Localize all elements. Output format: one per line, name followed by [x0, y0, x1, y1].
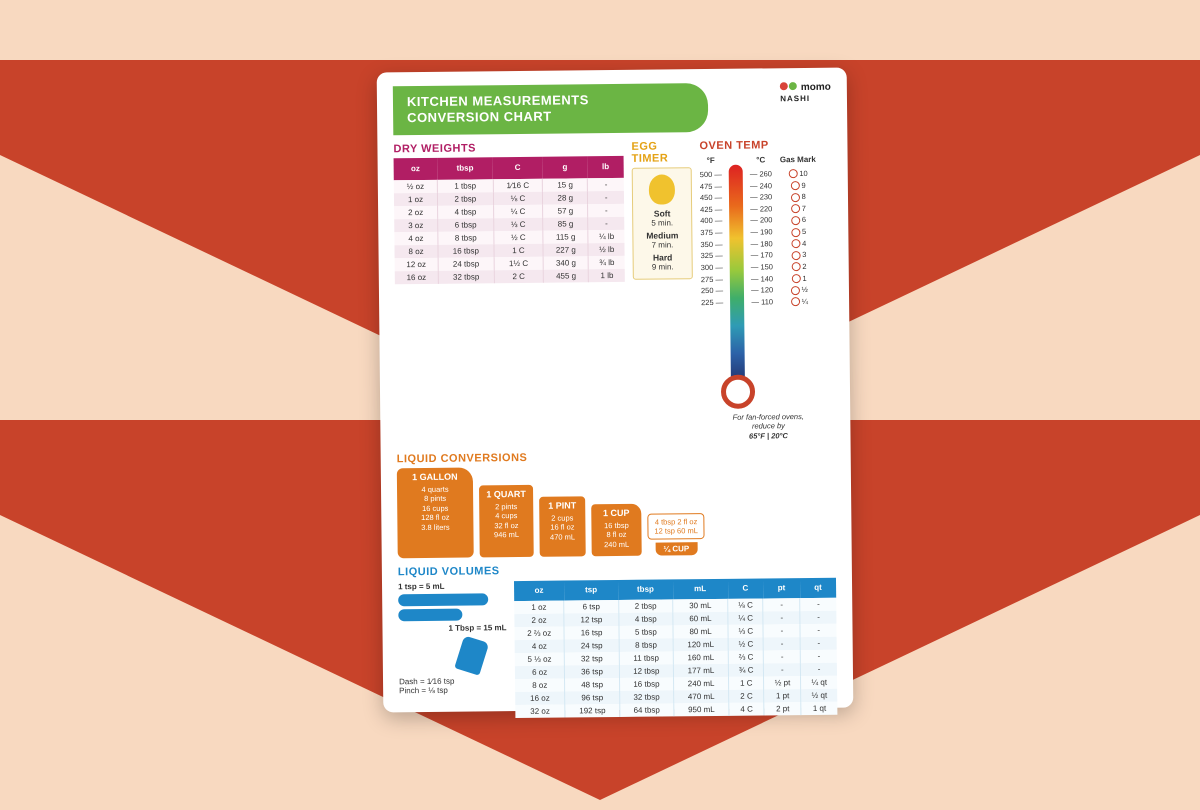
- lv-header: oz: [514, 580, 564, 601]
- liquid-volumes-table: oztsptbspmLCptqt 1 oz6 tsp2 tbsp30 mL⅛ C…: [514, 577, 837, 717]
- title-line-2: CONVERSION CHART: [407, 107, 695, 126]
- oven-header-gm: Gas Mark: [780, 153, 816, 166]
- dry-weights-section: DRY WEIGHTS oztbspCglb ½ oz1 tbsp1⁄16 C1…: [393, 132, 626, 445]
- egg-timer-box: Soft5 min.Medium7 min.Hard9 min.: [632, 167, 693, 280]
- oven-col-f: °F 500 —475 —450 —425 —400 —375 —350 —32…: [700, 154, 724, 308]
- brand-sub: NASHI: [780, 94, 810, 103]
- egg-row: Soft5 min.: [637, 208, 687, 228]
- salt-shaker-icon: [454, 635, 489, 675]
- qcup-top: 4 tbsp 2 fl oz 12 tsp 60 mL: [647, 513, 705, 540]
- lv-header: tsp: [564, 580, 619, 601]
- pinch-note: Pinch = ⅛ tsp: [399, 685, 507, 695]
- liquid-volumes-section: 1 tsp = 5 mL 1 Tbsp = 15 mL Dash = 1⁄16 …: [398, 577, 837, 719]
- brand-dot-icon: [780, 82, 788, 90]
- thermometer-icon: [729, 164, 745, 394]
- brand-dot-icon: [789, 82, 797, 90]
- card-title: KITCHEN MEASUREMENTS CONVERSION CHART: [393, 83, 709, 135]
- dry-header: lb: [587, 155, 623, 177]
- vessel-pint-icon: 1 PINT2 cups16 fl oz470 mL: [539, 496, 586, 556]
- section-title-oven: OVEN TEMP: [699, 138, 831, 151]
- dry-weights-table: oztbspCglb ½ oz1 tbsp1⁄16 C15 g-1 oz2 tb…: [394, 155, 625, 283]
- egg-timer-section: EGG TIMER Soft5 min.Medium7 min.Hard9 mi…: [631, 132, 694, 443]
- egg-timer-icon: [649, 174, 675, 204]
- section-title-liqv: LIQUID VOLUMES: [398, 561, 836, 578]
- vessel-cup-icon: 1 CUP16 tbsp8 fl oz240 mL: [591, 503, 642, 556]
- brand-name: momo: [801, 82, 831, 93]
- dry-header: C: [493, 156, 543, 179]
- oven-note: For fan-forced ovens, reduce by 65°F | 2…: [702, 411, 834, 442]
- liquid-volumes-aside: 1 tsp = 5 mL 1 Tbsp = 15 mL Dash = 1⁄16 …: [398, 581, 507, 719]
- lv-header: pt: [763, 578, 800, 598]
- tbsp-note: 1 Tbsp = 15 mL: [398, 623, 506, 633]
- egg-row: Medium7 min.: [637, 230, 687, 250]
- spoon-big-icon: [398, 593, 488, 606]
- vessel-quarter-cup: 4 tbsp 2 fl oz 12 tsp 60 mL ¼ CUP: [647, 513, 705, 556]
- tsp-note: 1 tsp = 5 mL: [398, 581, 506, 591]
- dry-header: oz: [394, 157, 438, 179]
- vessel-quart-icon: 1 QUART2 pints4 cups32 fl oz946 mL: [479, 485, 534, 558]
- lv-header: qt: [800, 577, 836, 597]
- dry-header: tbsp: [437, 157, 493, 180]
- oven-col-c: °C — 260— 240— 230— 220— 200— 190— 180— …: [750, 154, 774, 308]
- lv-header: tbsp: [618, 579, 673, 600]
- egg-row: Hard9 min.: [638, 252, 688, 272]
- section-title-dry: DRY WEIGHTS: [393, 140, 623, 154]
- brand-logo: momo NASHI: [780, 82, 831, 105]
- spoon-small-icon: [398, 608, 462, 621]
- oven-header-c: °C: [750, 154, 772, 167]
- liquid-conversions-row: 1 GALLON4 quarts8 pints16 cups128 fl oz3…: [397, 463, 836, 558]
- oven-col-gm: Gas Mark 10987654321½¼: [780, 153, 818, 307]
- conversion-chart-card: momo NASHI KITCHEN MEASUREMENTS CONVERSI…: [377, 68, 854, 713]
- qcup-label: ¼ CUP: [655, 542, 697, 555]
- lv-header: mL: [672, 579, 727, 600]
- vessel-gallon-icon: 1 GALLON4 quarts8 pints16 cups128 fl oz3…: [397, 467, 474, 558]
- dry-header: g: [542, 156, 587, 178]
- lv-header: C: [728, 578, 764, 598]
- section-title-liqc: LIQUID CONVERSIONS: [397, 448, 835, 465]
- table-row: 16 oz32 tbsp2 C455 g1 lb: [395, 268, 625, 283]
- section-title-egg: EGG TIMER: [631, 140, 691, 165]
- oven-temp-section: OVEN TEMP °F 500 —475 —450 —425 —400 —37…: [699, 130, 834, 442]
- oven-header-f: °F: [700, 154, 722, 167]
